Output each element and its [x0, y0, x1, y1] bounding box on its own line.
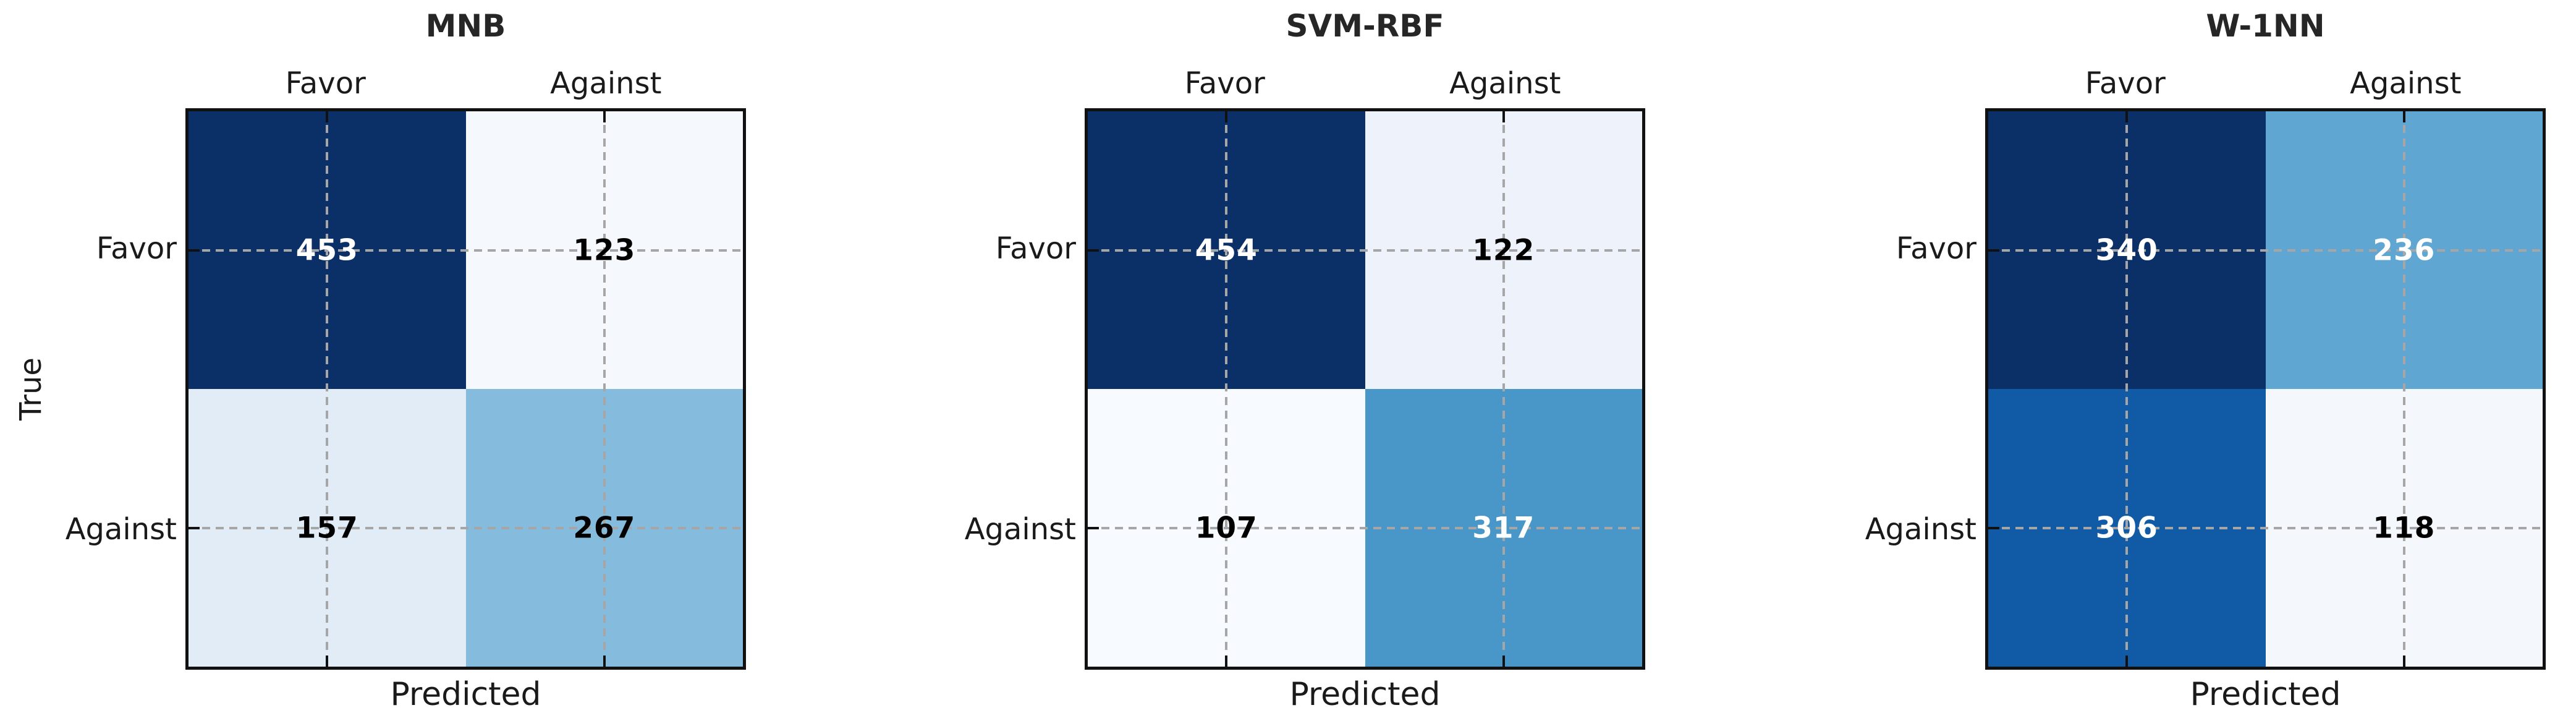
heatmap-axes: 454 122 107 317 [1085, 108, 1645, 670]
heatmap-cells [1988, 111, 2543, 667]
y-tick-label-favor: Favor [1896, 231, 1976, 266]
gridline-vertical [2125, 111, 2129, 667]
tick-mark [603, 656, 606, 667]
y-tick-label-against: Against [964, 512, 1076, 547]
panel-title: SVM-RBF [1286, 8, 1444, 44]
cell-value: 340 [2095, 233, 2158, 267]
gridline-horizontal [1988, 526, 2543, 529]
cell-value: 317 [1472, 511, 1535, 545]
y-axis-label: True [14, 357, 48, 421]
confusion-matrix-panel-svm-rbf: SVM-RBF Favor Against Favor Against 454 … [965, 8, 1645, 713]
x-axis-label: Predicted [390, 676, 541, 713]
tick-mark [1225, 656, 1228, 667]
cell-value: 267 [573, 511, 636, 545]
heatmap-cells [189, 111, 743, 667]
cell-value: 118 [2373, 511, 2436, 545]
gridline-horizontal [1988, 249, 2543, 252]
cell-value: 157 [295, 511, 358, 545]
y-tick-label-against: Against [65, 512, 177, 547]
tick-mark [2402, 656, 2405, 667]
tick-mark [189, 249, 200, 252]
cell-value: 123 [573, 233, 636, 267]
x-tick-label-against: Against [550, 66, 662, 101]
tick-mark [1502, 111, 1505, 122]
gridline-horizontal [189, 526, 743, 529]
gridline-vertical [1225, 111, 1228, 667]
cell-value: 107 [1195, 511, 1258, 545]
tick-mark [2125, 656, 2129, 667]
cell-value: 454 [1195, 233, 1258, 267]
cell-value: 122 [1472, 233, 1535, 267]
tick-mark [1988, 526, 1999, 529]
heatmap-cells [1088, 111, 1642, 667]
tick-mark [603, 111, 606, 122]
tick-mark [189, 526, 200, 529]
gridline-vertical [1502, 111, 1505, 667]
gridline-horizontal [189, 249, 743, 252]
panel-title: MNB [425, 8, 506, 44]
x-tick-label-favor: Favor [2085, 66, 2166, 101]
y-tick-label-favor: Favor [995, 231, 1076, 266]
tick-mark [1088, 249, 1099, 252]
cell-value: 306 [2095, 511, 2158, 545]
confusion-matrix-panel-mnb: MNB Favor Against Favor Against True 453… [14, 8, 746, 713]
tick-mark [1988, 249, 1999, 252]
gridline-vertical [326, 111, 329, 667]
tick-mark [326, 656, 329, 667]
gridline-vertical [2402, 111, 2405, 667]
tick-mark [1502, 656, 1505, 667]
gridline-vertical [603, 111, 606, 667]
confusion-matrix-panel-w-1nn: W-1NN Favor Against Favor Against 340 23… [1865, 8, 2546, 713]
x-tick-label-against: Against [1449, 66, 1561, 101]
x-tick-label-favor: Favor [1184, 66, 1265, 101]
tick-mark [1088, 526, 1099, 529]
panel-title: W-1NN [2206, 8, 2325, 44]
tick-mark [2125, 111, 2129, 122]
heatmap-axes: 340 236 306 118 [1985, 108, 2546, 670]
gridline-horizontal [1088, 249, 1642, 252]
y-tick-label-against: Against [1865, 512, 1976, 547]
x-axis-label: Predicted [1289, 676, 1441, 713]
y-tick-label-favor: Favor [96, 231, 177, 266]
heatmap-axes: 453 123 157 267 [185, 108, 746, 670]
tick-mark [2402, 111, 2405, 122]
x-tick-label-against: Against [2350, 66, 2462, 101]
x-axis-label: Predicted [2190, 676, 2341, 713]
tick-mark [326, 111, 329, 122]
cell-value: 453 [295, 233, 358, 267]
x-tick-label-favor: Favor [285, 66, 366, 101]
gridline-horizontal [1088, 526, 1642, 529]
tick-mark [1225, 111, 1228, 122]
cell-value: 236 [2373, 233, 2436, 267]
